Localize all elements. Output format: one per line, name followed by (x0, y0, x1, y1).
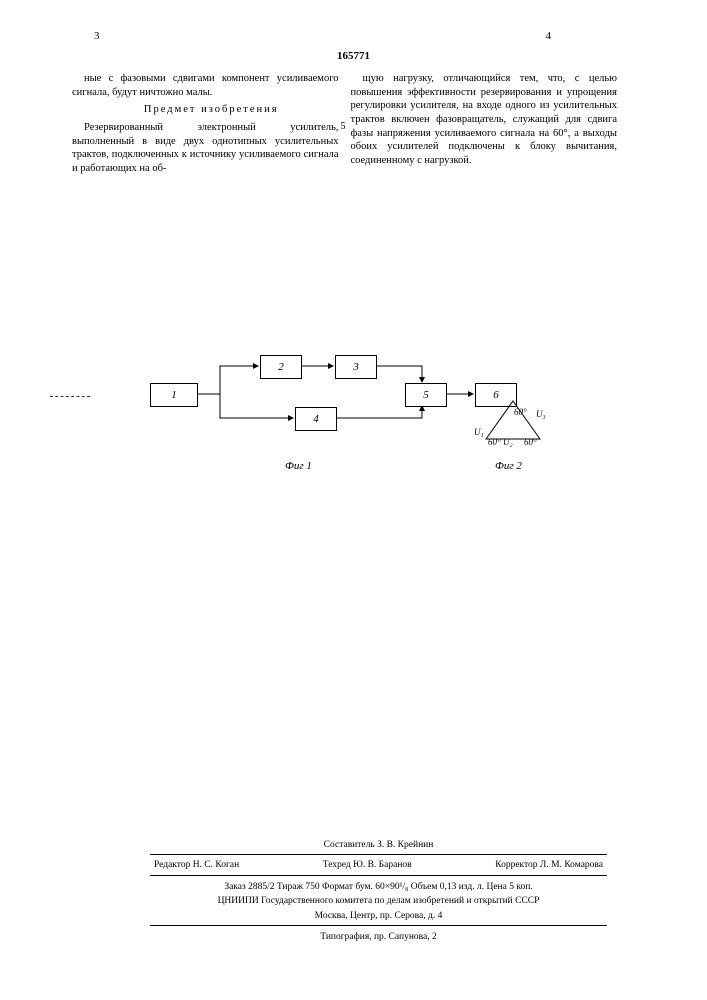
figure-2-caption: Фиг 2 (495, 460, 522, 472)
footer: Составитель З. В. Крейнин Редактор Н. С.… (150, 838, 607, 945)
line-number-marker: 5 (341, 120, 346, 133)
right-para-1: щую нагрузку, отличающийся тем, что, с ц… (351, 72, 618, 167)
triangle-angle-3: 60° (514, 407, 527, 417)
page-number-right: 4 (546, 30, 552, 42)
document-number: 165771 (337, 50, 370, 62)
left-column: ные с фазовыми сдвигами компонент усилив… (72, 72, 339, 179)
triangle-diagram: U₁ U₂ U₃ 60° 60° 60° (478, 397, 558, 467)
footer-typography: Типография, пр. Сапунова, 2 (150, 926, 607, 944)
page-number-left: 3 (94, 30, 100, 42)
triangle-label-u1: U₁ (474, 427, 484, 437)
block-5: 5 (405, 383, 447, 407)
footer-pub-line1: Заказ 2885/2 Тираж 750 Формат бум. 60×90… (150, 880, 607, 894)
footer-corrector: Корректор Л. М. Комарова (495, 858, 603, 872)
left-para-1: ные с фазовыми сдвигами компонент усилив… (72, 72, 339, 99)
footer-pub-line3: Москва, Центр, пр. Серова, д. 4 (150, 909, 607, 923)
footer-credits-row: Редактор Н. С. Коган Техред Ю. В. Барано… (150, 854, 607, 876)
triangle-label-u3: U₃ (536, 409, 546, 419)
block-1: 1 (150, 383, 198, 407)
text-columns: ные с фазовыми сдвигами компонент усилив… (72, 72, 617, 179)
footer-pub-line2: ЦНИИПИ Государственного комитета по дела… (150, 894, 607, 908)
footer-publication: Заказ 2885/2 Тираж 750 Формат бум. 60×90… (150, 878, 607, 926)
figures-container: 1 2 3 4 5 6 Фиг 1 U₁ U₂ U₃ 60° 60° 60° Ф… (0, 345, 707, 505)
footer-editor: Редактор Н. С. Коган (154, 858, 239, 872)
figure-1-caption: Фиг 1 (285, 460, 312, 472)
triangle-angle-2: 60° (524, 437, 537, 447)
right-column: 5 щую нагрузку, отличающийся тем, что, с… (351, 72, 618, 179)
triangle-angle-1: 60° (488, 437, 501, 447)
footer-techred: Техред Ю. В. Баранов (323, 858, 412, 872)
block-diagram: 1 2 3 4 5 6 (150, 345, 490, 445)
block-4: 4 (295, 407, 337, 431)
section-heading: Предмет изобретения (72, 103, 339, 117)
block-3: 3 (335, 355, 377, 379)
left-para-2: Резервированный электронный усилитель, в… (72, 121, 339, 176)
triangle-label-u2: U₂ (503, 437, 513, 447)
block-2: 2 (260, 355, 302, 379)
footer-compiler: Составитель З. В. Крейнин (150, 838, 607, 852)
